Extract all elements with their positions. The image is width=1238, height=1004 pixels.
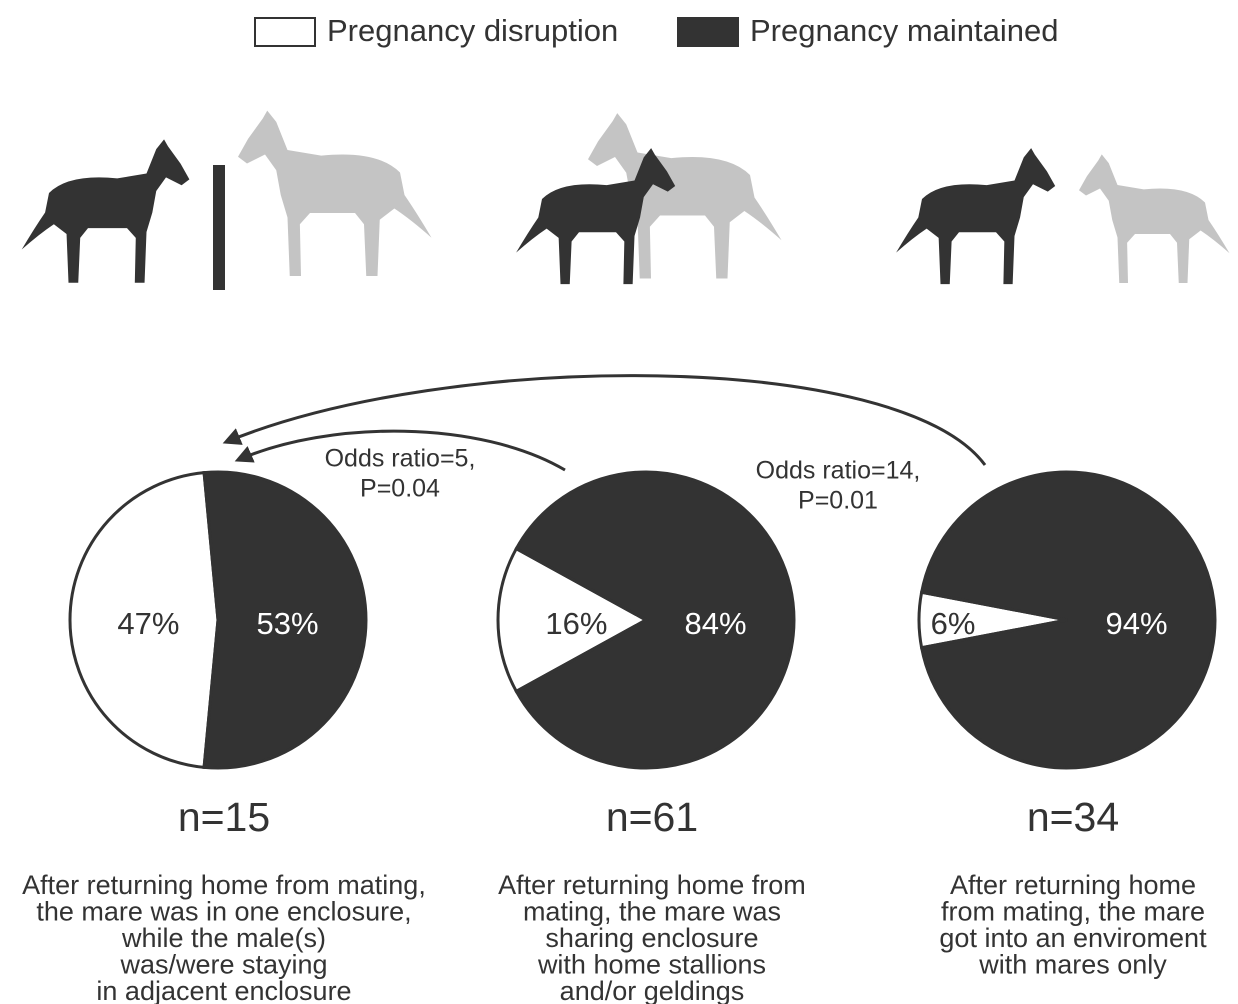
caption-line: while the male(s) [121, 923, 326, 953]
value-label: 84% [685, 606, 747, 641]
caption-line: After returning home from mating, [22, 870, 426, 900]
caption-line: and/or geldings [560, 976, 745, 1004]
horse-male [238, 111, 432, 276]
horse-mare [22, 139, 190, 282]
horse-mare [896, 148, 1055, 284]
annotation: Odds ratio=5, [325, 445, 476, 473]
illustrations [22, 111, 1230, 470]
legend-swatch [255, 18, 315, 46]
value-label: 16% [545, 606, 607, 641]
caption-line: After returning home from [498, 870, 806, 900]
legend-label: Pregnancy disruption [327, 13, 618, 48]
legend-label: Pregnancy maintained [750, 13, 1058, 48]
caption-line: was/were staying [119, 950, 327, 980]
horse-mare-other [1079, 154, 1230, 283]
sample-size: n=34 [1027, 794, 1119, 840]
annotation: Odds ratio=14, [756, 457, 921, 485]
annotation: P=0.04 [360, 475, 440, 503]
chart: Pregnancy disruption Pregnancy maintained… [0, 0, 1238, 1004]
caption-line: in adjacent enclosure [96, 976, 351, 1004]
legend-swatch [678, 18, 738, 46]
fence [213, 165, 225, 290]
caption-line: got into an enviroment [939, 923, 1207, 953]
value-label: 47% [117, 606, 179, 641]
sample-size: n=61 [606, 794, 698, 840]
caption-line: the mare was in one enclosure, [36, 897, 411, 927]
annotation: P=0.01 [798, 487, 878, 515]
caption-line: After returning home [950, 870, 1196, 900]
value-label: 6% [931, 606, 976, 641]
caption-line: with home stallions [537, 950, 766, 980]
sample-size: n=15 [178, 794, 270, 840]
value-label: 94% [1106, 606, 1168, 641]
caption-line: sharing enclosure [545, 923, 758, 953]
caption-line: mating, the mare was [523, 897, 781, 927]
caption-line: with mares only [978, 950, 1167, 980]
value-label: 53% [257, 606, 319, 641]
caption-line: from mating, the mare [941, 897, 1205, 927]
